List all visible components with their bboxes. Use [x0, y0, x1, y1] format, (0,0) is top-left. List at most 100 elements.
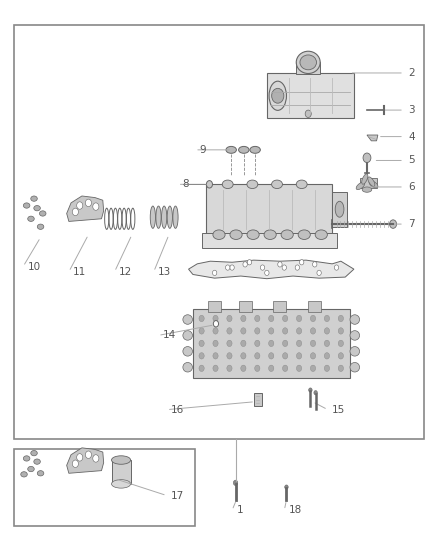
Ellipse shape	[272, 180, 283, 189]
Bar	[193, 309, 350, 378]
Circle shape	[254, 340, 260, 346]
Text: 3: 3	[408, 105, 415, 115]
Circle shape	[283, 328, 288, 334]
Circle shape	[72, 460, 78, 467]
Circle shape	[338, 328, 343, 334]
Ellipse shape	[112, 480, 131, 488]
Ellipse shape	[150, 206, 155, 228]
Bar	[254, 393, 261, 406]
Ellipse shape	[356, 182, 365, 190]
Text: 1: 1	[237, 505, 243, 515]
Circle shape	[268, 353, 274, 359]
Ellipse shape	[350, 362, 360, 372]
Circle shape	[77, 454, 83, 461]
Circle shape	[300, 260, 304, 265]
Bar	[332, 192, 347, 227]
Bar	[14, 449, 195, 526]
Circle shape	[311, 316, 316, 321]
Ellipse shape	[222, 180, 233, 189]
Bar	[112, 460, 131, 484]
Circle shape	[254, 353, 260, 359]
Circle shape	[265, 270, 269, 276]
Ellipse shape	[213, 230, 225, 239]
Circle shape	[313, 262, 317, 267]
Ellipse shape	[162, 206, 167, 228]
Circle shape	[260, 265, 265, 270]
Text: 2: 2	[408, 68, 415, 78]
Circle shape	[213, 320, 219, 327]
Ellipse shape	[315, 230, 327, 239]
Circle shape	[324, 353, 329, 359]
Ellipse shape	[335, 201, 344, 217]
Circle shape	[213, 340, 218, 346]
Ellipse shape	[39, 211, 46, 216]
Circle shape	[230, 265, 234, 270]
Ellipse shape	[34, 206, 40, 211]
Circle shape	[212, 270, 217, 276]
Circle shape	[199, 365, 204, 372]
Circle shape	[241, 353, 246, 359]
Text: 14: 14	[162, 330, 176, 341]
Circle shape	[324, 365, 329, 372]
Polygon shape	[67, 196, 104, 221]
Text: 16: 16	[171, 405, 184, 415]
Ellipse shape	[362, 187, 372, 192]
Circle shape	[311, 353, 316, 359]
Circle shape	[314, 391, 318, 395]
Circle shape	[93, 203, 99, 211]
Circle shape	[324, 328, 329, 334]
Ellipse shape	[23, 456, 30, 461]
Ellipse shape	[183, 346, 192, 356]
Text: 10: 10	[28, 262, 41, 271]
Circle shape	[206, 181, 212, 188]
Circle shape	[199, 340, 204, 346]
Circle shape	[243, 262, 247, 267]
Text: 7: 7	[408, 219, 415, 229]
Ellipse shape	[247, 230, 259, 239]
Circle shape	[283, 340, 288, 346]
Ellipse shape	[112, 456, 131, 464]
Ellipse shape	[296, 180, 307, 189]
Bar	[297, 62, 320, 74]
Circle shape	[226, 265, 230, 270]
Circle shape	[199, 328, 204, 334]
Ellipse shape	[368, 177, 375, 187]
Ellipse shape	[362, 174, 368, 184]
Bar	[273, 301, 286, 312]
Circle shape	[254, 365, 260, 372]
Circle shape	[227, 365, 232, 372]
Circle shape	[199, 316, 204, 321]
Text: 9: 9	[199, 145, 206, 155]
Text: 4: 4	[408, 132, 415, 142]
Circle shape	[213, 353, 218, 359]
Ellipse shape	[37, 471, 44, 476]
Ellipse shape	[156, 206, 161, 228]
Ellipse shape	[296, 51, 320, 74]
Circle shape	[283, 316, 288, 321]
Ellipse shape	[350, 346, 360, 356]
Circle shape	[338, 340, 343, 346]
Circle shape	[268, 340, 274, 346]
Bar	[360, 179, 377, 188]
Ellipse shape	[28, 466, 34, 472]
Circle shape	[390, 220, 396, 228]
Circle shape	[338, 365, 343, 372]
Circle shape	[282, 265, 286, 270]
Text: 15: 15	[332, 405, 346, 415]
Circle shape	[268, 316, 274, 321]
Ellipse shape	[167, 206, 173, 228]
Circle shape	[227, 353, 232, 359]
Circle shape	[297, 328, 302, 334]
Circle shape	[199, 353, 204, 359]
Circle shape	[311, 365, 316, 372]
Ellipse shape	[350, 315, 360, 324]
Circle shape	[93, 455, 99, 462]
Circle shape	[317, 270, 321, 276]
Circle shape	[324, 340, 329, 346]
Circle shape	[241, 328, 246, 334]
Circle shape	[283, 365, 288, 372]
Circle shape	[305, 110, 311, 117]
Bar	[308, 301, 321, 312]
Circle shape	[247, 260, 252, 265]
Circle shape	[297, 316, 302, 321]
